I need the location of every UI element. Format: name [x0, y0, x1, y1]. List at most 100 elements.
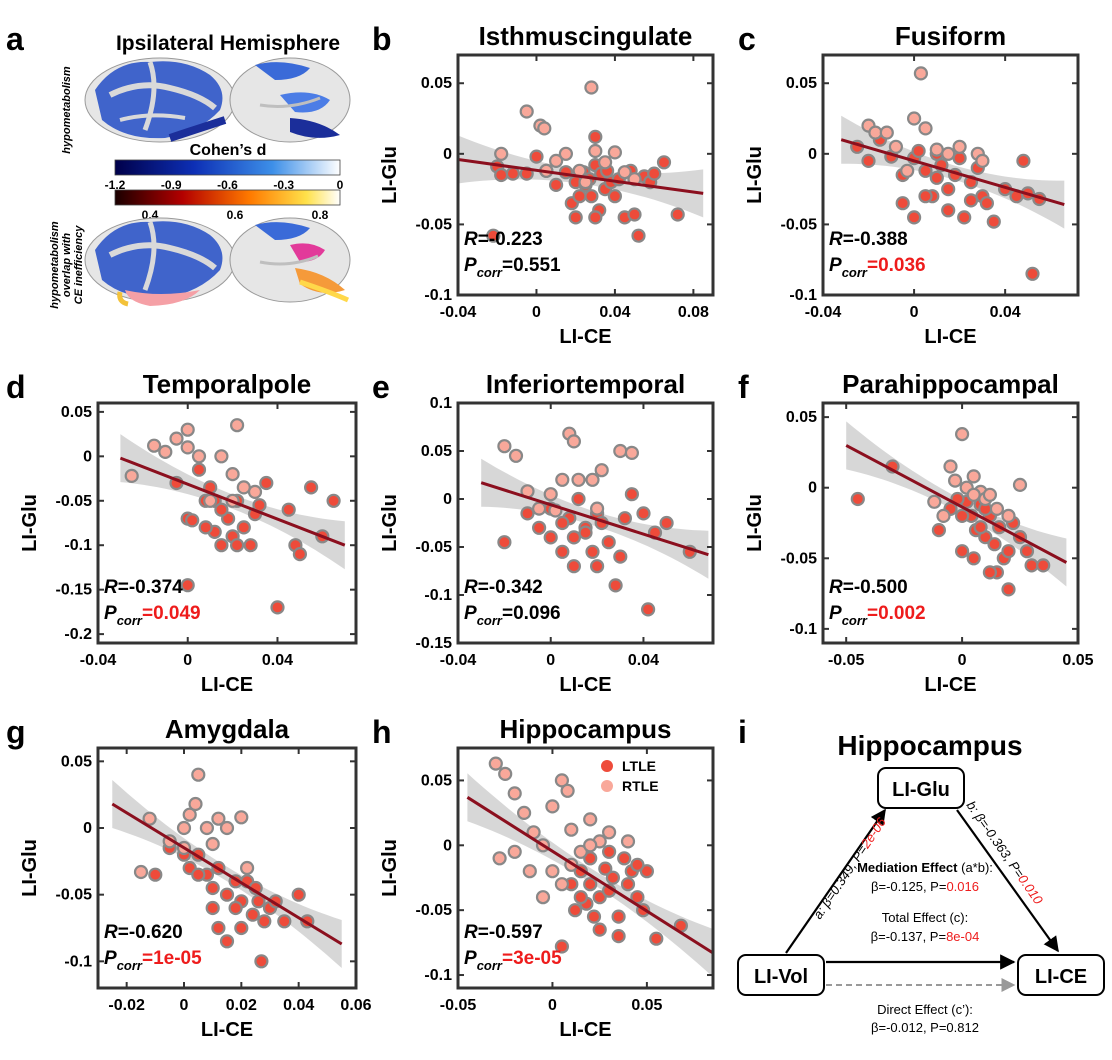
data-point-ltle: [627, 207, 642, 222]
data-point-ltle: [497, 535, 512, 550]
x-tick-label: 0.05: [1062, 652, 1093, 669]
data-point-rtle: [585, 472, 600, 487]
y-tick-label: -0.1: [64, 537, 92, 554]
colorbar-hot-tick: 0.8: [312, 208, 329, 222]
r-value-annotation: R=-0.620: [104, 922, 183, 943]
data-point-ltle: [611, 909, 626, 924]
x-tick-label: 0.08: [678, 304, 709, 321]
data-point-ltle: [607, 189, 623, 204]
data-point-ltle: [649, 931, 664, 946]
panel-letter-e: e: [372, 369, 390, 405]
data-point-rtle: [952, 139, 967, 154]
data-point-ltle: [941, 182, 956, 197]
panel-a-title: Ipsilateral Hemisphere: [116, 32, 340, 55]
y-tick-label: 0.05: [61, 753, 92, 770]
colorbar-blue-tick: -1.2: [105, 178, 126, 192]
legend-marker-rtle: [601, 780, 613, 792]
colorbar-blue-tick: 0: [337, 178, 344, 192]
data-point-ltle: [1016, 153, 1031, 168]
data-point-ltle: [1036, 558, 1051, 573]
y-tick-label: 0.05: [421, 75, 452, 92]
data-point-rtle: [584, 80, 599, 95]
y-tick-label: 0: [83, 448, 92, 465]
data-point-rtle: [548, 153, 564, 168]
data-point-rtle: [188, 796, 203, 812]
node-li-ce: [1017, 954, 1105, 996]
legend-label-rtle: RTLE: [622, 778, 659, 794]
data-point-rtle: [573, 844, 588, 859]
x-axis-label: LI-CE: [559, 674, 611, 696]
data-point-ltle: [584, 189, 599, 204]
chart-title: Fusiform: [895, 21, 1006, 51]
data-point-ltle: [586, 909, 602, 924]
axes-frame: [456, 53, 715, 297]
axes-frame: [96, 746, 358, 990]
data-point-ltle: [911, 143, 926, 159]
y-tick-label: -0.05: [416, 216, 453, 233]
axes-frame: [456, 746, 715, 990]
regression-line: [845, 444, 1068, 564]
data-point-ltle: [548, 177, 564, 192]
data-point-rtle: [133, 864, 149, 880]
data-point-ltle: [257, 914, 272, 929]
y-tick-label: -0.1: [424, 587, 452, 604]
x-tick-label: 0: [183, 652, 192, 669]
data-point-ltle: [608, 578, 623, 593]
data-point-rtle: [954, 427, 970, 442]
svg-text:hypometabolism: hypometabolism: [49, 221, 61, 309]
x-tick-label: -0.04: [805, 304, 842, 321]
data-point-rtle: [211, 811, 226, 826]
data-point-rtle: [966, 487, 981, 502]
data-point-ltle: [952, 151, 967, 166]
scatter-panel-h: Hippocampus -0.05 0 0.05 -0.1 -0.05 0 0.05 LI-CE…: [379, 714, 715, 1041]
data-point-ltle: [656, 155, 672, 170]
data-point-rtle: [508, 448, 524, 463]
chart-title: Inferiortemporal: [486, 369, 685, 399]
y-axis-label: LI-Glu: [744, 146, 766, 204]
x-tick-label: 0.05: [631, 997, 662, 1014]
data-point-ltle: [572, 189, 587, 204]
axes-frame: [96, 401, 358, 645]
y-axis-label: LI-Glu: [379, 146, 401, 204]
x-tick-label: 0: [548, 997, 557, 1014]
data-point-rtle: [943, 459, 958, 474]
data-point-ltle: [954, 508, 970, 524]
node-li-glu-label: LI-Glu: [892, 779, 950, 801]
data-point-ltle: [617, 851, 632, 866]
data-point-rtle: [537, 121, 552, 136]
y-tick-label: -0.2: [64, 626, 92, 643]
data-point-ltle: [234, 920, 249, 936]
data-point-ltle: [620, 877, 636, 892]
data-point-rtle: [205, 836, 220, 852]
p-value-annotation: Pcorr=3e-05: [464, 948, 562, 973]
r-value-annotation: R=-0.223: [464, 229, 543, 250]
data-point-ltle: [906, 210, 922, 225]
data-point-rtle: [230, 418, 245, 433]
data-point-ltle: [205, 880, 220, 896]
data-point-rtle: [597, 155, 613, 170]
data-point-rtle: [906, 111, 922, 126]
x-axis-label: LI-CE: [201, 1019, 253, 1041]
data-point-ltle: [185, 513, 200, 528]
colorbar-blue-ticks: -1.2 -0.9 -0.6 -0.3 0: [105, 178, 344, 192]
data-point-rtle: [913, 66, 929, 81]
data-point-ltle: [1025, 266, 1040, 281]
y-axis-label: LI-Glu: [19, 494, 41, 552]
data-point-rtle: [142, 811, 157, 826]
data-point-rtle: [214, 449, 229, 464]
p-value-annotation: Pcorr=0.551: [464, 255, 561, 280]
y-tick-label: -0.15: [56, 582, 93, 599]
legend: LTLE RTLE: [601, 758, 659, 794]
data-point-rtle: [868, 125, 883, 140]
y-tick-label: -0.15: [416, 635, 453, 652]
data-point-ltle: [277, 914, 292, 929]
x-tick-label: 0: [180, 997, 189, 1014]
data-point-ltle: [326, 493, 341, 508]
data-point-rtle: [555, 472, 570, 487]
data-point-ltle: [555, 515, 570, 531]
row2-label: hypometabolism overlap with CE inefficie…: [49, 221, 85, 309]
data-point-ltle: [566, 530, 582, 545]
panel-letter-g: g: [6, 714, 26, 750]
mediation-effect-value: β=-0.125, P=0.016: [871, 879, 979, 894]
data-point-rtle: [199, 820, 214, 836]
